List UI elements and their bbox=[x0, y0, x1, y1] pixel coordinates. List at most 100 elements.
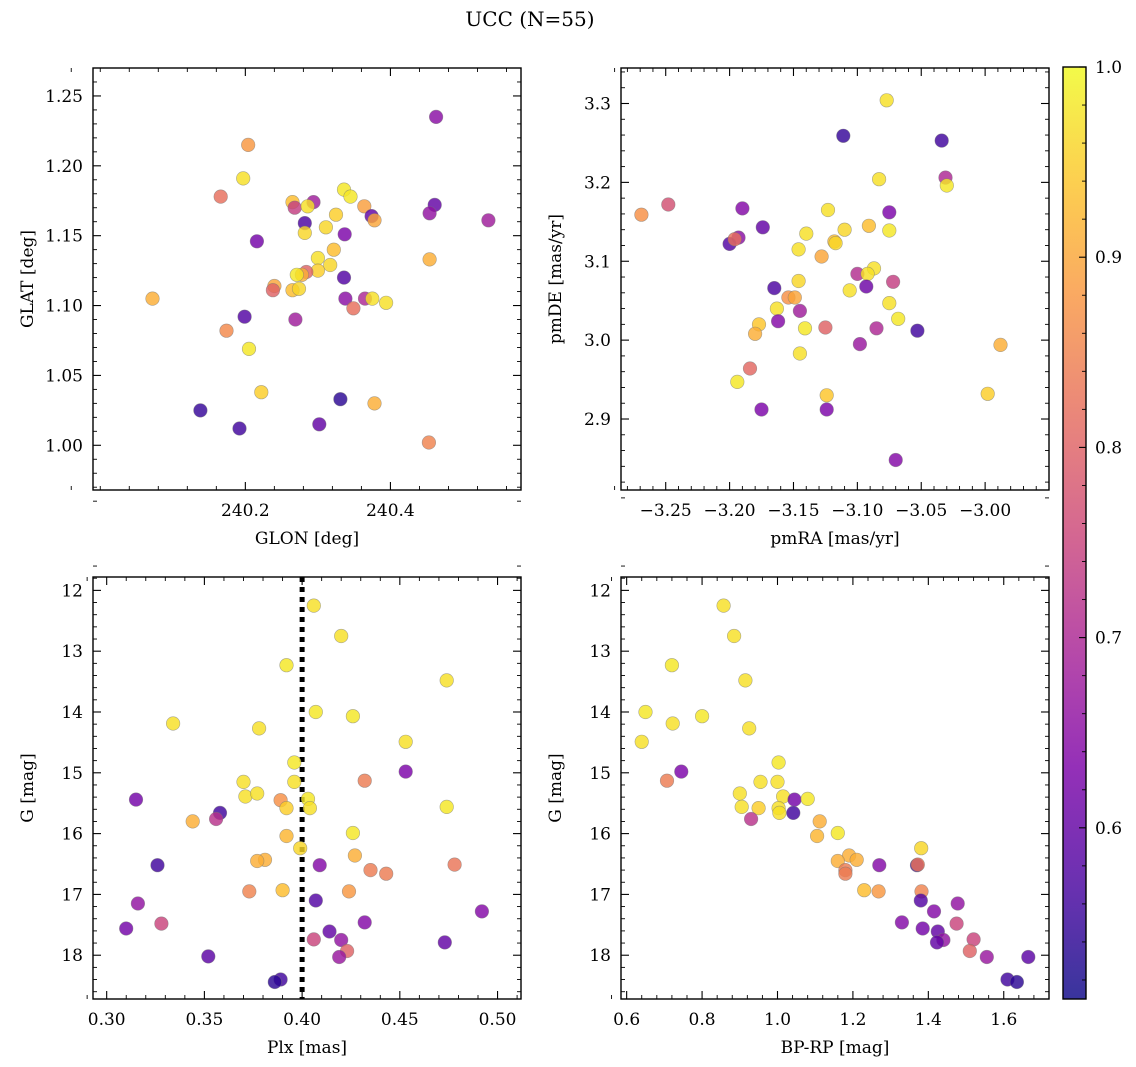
data-point bbox=[334, 932, 349, 948]
data-point bbox=[830, 825, 845, 841]
data-point bbox=[885, 274, 901, 289]
data-point bbox=[345, 825, 361, 841]
data-point bbox=[860, 266, 875, 282]
data-point bbox=[343, 189, 358, 204]
data-point bbox=[365, 291, 380, 306]
data-point bbox=[336, 270, 352, 285]
x-tick-label: 0.8 bbox=[689, 1010, 716, 1030]
data-point bbox=[753, 774, 768, 790]
data-point bbox=[818, 320, 833, 335]
x-tick-label: 240.4 bbox=[366, 501, 415, 521]
x-tick-label: 0.35 bbox=[185, 1010, 223, 1030]
data-point bbox=[634, 734, 649, 749]
data-point bbox=[422, 252, 437, 267]
data-point bbox=[267, 974, 282, 990]
y-tick-label: 15 bbox=[589, 764, 611, 784]
x-tick-label: −3.20 bbox=[704, 501, 756, 521]
data-point bbox=[398, 734, 413, 749]
data-point bbox=[306, 598, 321, 613]
y-tick-label: 14 bbox=[589, 703, 611, 723]
data-point bbox=[213, 189, 228, 204]
data-point bbox=[357, 773, 372, 788]
data-point bbox=[882, 296, 897, 311]
y-tick-label: 1.20 bbox=[45, 157, 83, 177]
data-point bbox=[302, 800, 318, 816]
data-point bbox=[787, 792, 802, 807]
scatter-points bbox=[634, 598, 1036, 990]
data-point bbox=[838, 866, 853, 881]
y-axis-label: pmDE [mas/yr] bbox=[546, 214, 566, 344]
data-point bbox=[871, 884, 886, 899]
data-point bbox=[800, 791, 815, 807]
data-point bbox=[328, 207, 344, 222]
data-point bbox=[421, 435, 437, 450]
figure-title: UCC (N=55) bbox=[465, 7, 594, 31]
data-point bbox=[287, 774, 302, 790]
data-point bbox=[980, 386, 995, 401]
data-point bbox=[859, 279, 874, 294]
data-point bbox=[730, 374, 745, 390]
data-point bbox=[398, 764, 413, 779]
data-point bbox=[166, 716, 181, 731]
data-point bbox=[367, 396, 382, 411]
colorbar: 0.6 0.7 0.8 0.9 1.0 bbox=[1062, 58, 1122, 1000]
data-point bbox=[727, 232, 742, 247]
data-point bbox=[812, 814, 827, 829]
colorbar-tick-label: 0.7 bbox=[1095, 629, 1122, 649]
data-point bbox=[694, 709, 710, 724]
data-point bbox=[809, 828, 825, 844]
data-point bbox=[872, 858, 887, 873]
data-point bbox=[665, 716, 680, 731]
scatter-points bbox=[145, 109, 496, 450]
data-point bbox=[837, 222, 852, 237]
y-axis-label: G [mag] bbox=[18, 753, 38, 822]
data-point bbox=[119, 921, 134, 936]
data-point bbox=[308, 893, 323, 908]
x-tick-label: 0.30 bbox=[88, 1010, 126, 1030]
panel-pmra-pmde: −3.25 −3.20 −3.15 −3.10 −3.05 −3.00 2.9 3.0 3.1 3… bbox=[546, 67, 1050, 549]
data-point bbox=[836, 128, 851, 143]
data-point bbox=[338, 291, 353, 306]
data-point bbox=[367, 213, 382, 228]
data-point bbox=[209, 811, 224, 827]
data-point bbox=[915, 921, 930, 936]
data-point bbox=[250, 786, 265, 801]
y-tick-label: 3.3 bbox=[584, 94, 611, 114]
data-point bbox=[154, 916, 169, 931]
data-point bbox=[201, 949, 216, 964]
colorbar-frame bbox=[1062, 66, 1087, 1000]
axes-frame bbox=[92, 576, 522, 1000]
data-point bbox=[910, 323, 925, 338]
data-point bbox=[852, 337, 868, 352]
data-point bbox=[950, 896, 965, 911]
y-tick-label: 12 bbox=[589, 581, 611, 601]
data-point bbox=[332, 949, 347, 965]
data-point bbox=[219, 323, 234, 338]
data-point bbox=[254, 385, 269, 400]
colorbar-tick-label: 0.9 bbox=[1095, 248, 1122, 268]
x-tick-label: −3.10 bbox=[831, 501, 883, 521]
data-point bbox=[241, 341, 257, 357]
data-point bbox=[334, 628, 349, 644]
x-tick-label: 1.2 bbox=[839, 1010, 866, 1030]
data-point bbox=[820, 202, 836, 218]
data-point bbox=[447, 857, 462, 872]
scatter-points bbox=[119, 598, 490, 990]
data-point bbox=[306, 932, 321, 947]
data-point bbox=[297, 225, 312, 240]
panel-glon-glat: 240.2 240.4 1.00 1.05 1.10 1.15 1.20 1.25 GLON [… bbox=[18, 67, 522, 549]
data-point bbox=[322, 924, 337, 939]
data-point bbox=[236, 774, 251, 790]
data-point bbox=[232, 421, 247, 436]
colorbar-tick-label: 0.6 bbox=[1095, 819, 1122, 839]
data-point bbox=[265, 283, 281, 298]
data-point bbox=[726, 628, 742, 644]
data-point bbox=[716, 598, 731, 613]
data-point bbox=[734, 799, 749, 815]
x-tick-label: 0.50 bbox=[479, 1010, 517, 1030]
data-point bbox=[914, 841, 929, 856]
x-tick-label: −3.25 bbox=[640, 501, 692, 521]
data-point bbox=[312, 417, 327, 432]
data-point bbox=[869, 321, 884, 336]
data-point bbox=[738, 673, 753, 688]
